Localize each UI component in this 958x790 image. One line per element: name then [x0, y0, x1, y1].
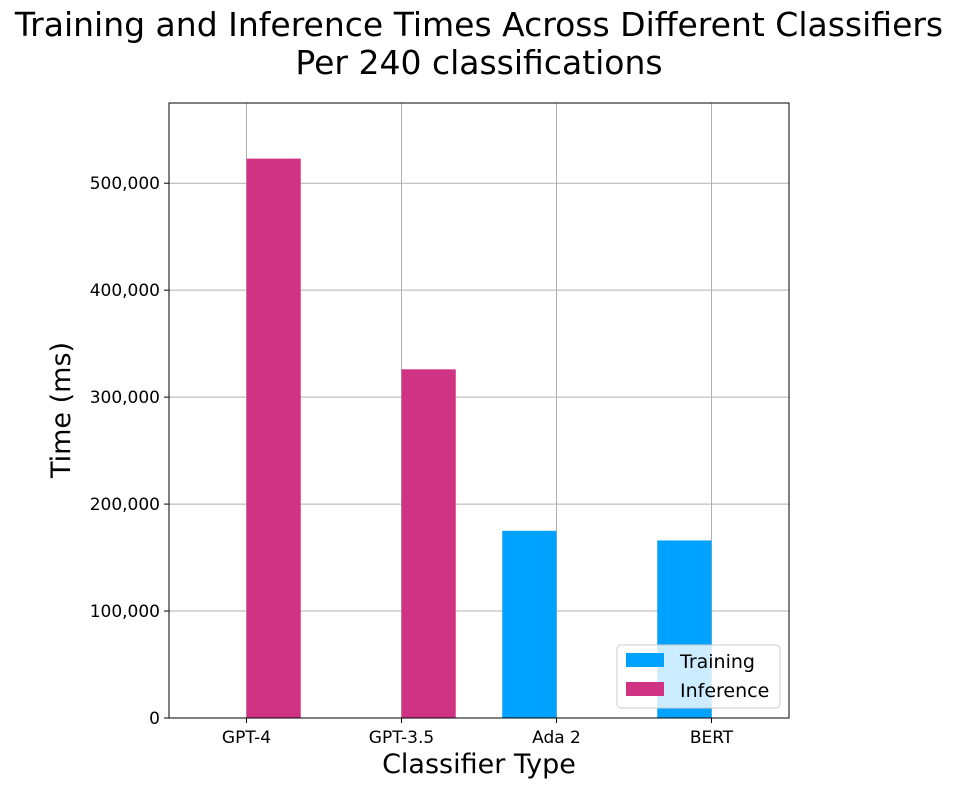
y-tick-label: 100,000	[90, 602, 160, 622]
y-tick-label: 0	[149, 709, 160, 729]
plot-frame	[168, 102, 790, 719]
legend-swatch-training	[626, 653, 664, 667]
legend: Training Inference	[616, 644, 781, 709]
x-axis-title: Classifier Type	[382, 749, 576, 780]
y-axis-title: Time (ms)	[46, 342, 77, 479]
chart-title: Training and Inference Times Across Diff…	[14, 5, 943, 44]
y-tick-label: 400,000	[90, 281, 160, 301]
y-axis-ticks: 0 100,000 200,000 300,000 400,000 500,000	[90, 174, 169, 729]
x-tick-label: GPT-3.5	[369, 728, 434, 748]
bar-inference-gpt-3-5	[401, 369, 456, 718]
y-tick-label: 200,000	[90, 495, 160, 515]
x-axis-ticks: GPT-4 GPT-3.5 Ada 2 BERT	[222, 718, 734, 748]
legend-label-training: Training	[679, 651, 755, 673]
chart-subtitle: Per 240 classifications	[295, 43, 662, 82]
bar-training-ada-2	[502, 530, 557, 718]
legend-swatch-inference	[626, 682, 664, 696]
y-tick-label: 300,000	[90, 388, 160, 408]
y-tick-label: 500,000	[90, 174, 160, 194]
legend-label-inference: Inference	[680, 680, 769, 702]
bars	[246, 158, 712, 719]
x-tick-label: GPT-4	[222, 728, 271, 748]
x-tick-label: BERT	[690, 728, 734, 748]
bar-inference-gpt-4	[246, 158, 301, 719]
x-tick-label: Ada 2	[532, 728, 581, 748]
